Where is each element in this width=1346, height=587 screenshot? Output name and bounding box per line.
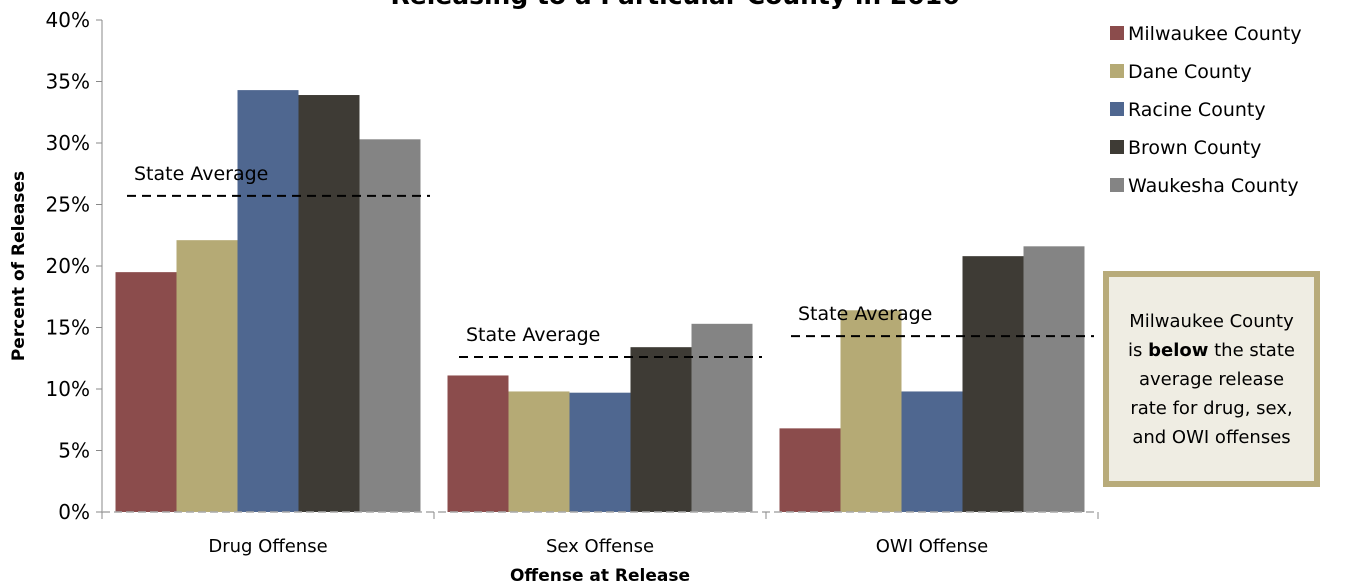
- y-tick-label: 20%: [46, 254, 90, 278]
- bar: [569, 392, 631, 512]
- callout-line-5: and OWI offenses: [1132, 426, 1291, 448]
- bar: [691, 323, 753, 512]
- y-axis-title: Percent of Releases: [9, 171, 29, 361]
- bar: [359, 139, 421, 512]
- legend-swatch: [1110, 140, 1124, 154]
- legend-swatch: [1110, 178, 1124, 192]
- legend-label: Racine County: [1128, 99, 1266, 121]
- y-tick-label: 15%: [46, 316, 90, 340]
- bar: [1023, 246, 1085, 512]
- y-tick-label: 35%: [46, 70, 90, 94]
- callout-line-2: is below the state: [1128, 339, 1295, 361]
- bar: [237, 90, 299, 513]
- legend-swatch: [1110, 64, 1124, 78]
- bar: [298, 95, 360, 512]
- state-average-label: State Average: [466, 324, 600, 346]
- callout-box: Milwaukee County is below the state aver…: [1103, 271, 1320, 487]
- bar: [901, 391, 963, 512]
- callout-line-3: average release: [1138, 368, 1285, 390]
- y-tick-label: 0%: [58, 500, 90, 524]
- bar: [176, 240, 238, 513]
- callout-line-4: rate for drug, sex,: [1130, 397, 1293, 419]
- callout-line-1: Milwaukee County: [1129, 310, 1294, 332]
- x-category-label: Drug Offense: [208, 536, 327, 557]
- legend-swatch: [1110, 102, 1124, 116]
- bar: [630, 347, 692, 512]
- x-axis-title: Offense at Release: [510, 566, 690, 586]
- legend-label: Brown County: [1128, 137, 1261, 159]
- x-category-label: OWI Offense: [876, 536, 989, 557]
- legend-label: Waukesha County: [1128, 175, 1299, 197]
- legend-swatch: [1110, 26, 1124, 40]
- y-tick-label: 5%: [58, 439, 90, 463]
- bar: [447, 375, 509, 512]
- y-tick-label: 25%: [46, 193, 90, 217]
- y-tick-label: 30%: [46, 131, 90, 155]
- y-tick-label: 40%: [46, 8, 90, 32]
- y-tick-label: 10%: [46, 377, 90, 401]
- x-category-label: Sex Offense: [546, 536, 654, 557]
- bar: [779, 428, 841, 512]
- legend-label: Milwaukee County: [1128, 23, 1302, 45]
- chart-title: Releasing to a Particular County in 2016: [300, 0, 1050, 12]
- legend-label: Dane County: [1128, 61, 1252, 83]
- bar: [962, 256, 1024, 512]
- bar: [508, 391, 570, 512]
- state-average-label: State Average: [134, 163, 268, 185]
- bar: [840, 310, 902, 512]
- bar: [115, 272, 177, 512]
- state-average-label: State Average: [798, 303, 932, 325]
